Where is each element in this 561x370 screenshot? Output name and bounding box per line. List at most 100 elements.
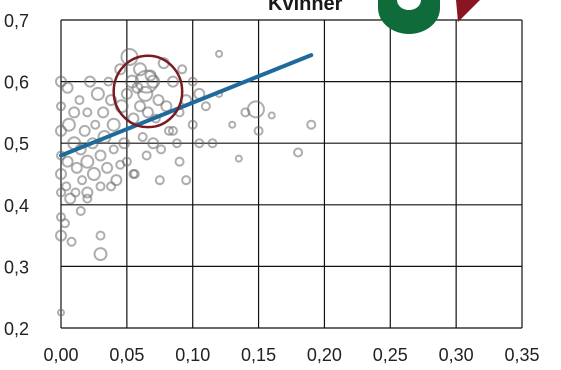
data-point (61, 117, 76, 132)
data-point (74, 95, 85, 106)
data-point (253, 125, 264, 136)
data-point (56, 187, 66, 198)
data-point (234, 154, 243, 163)
data-point (55, 75, 67, 88)
data-point (101, 161, 114, 174)
data-points (55, 47, 317, 317)
data-point (200, 101, 211, 112)
data-point (103, 76, 114, 87)
data-point (187, 76, 198, 87)
data-point (181, 175, 192, 186)
data-point (78, 124, 91, 137)
data-point (141, 150, 152, 161)
data-point (97, 106, 110, 119)
highlight-circle (112, 54, 184, 129)
data-point (306, 119, 317, 130)
trend-line (59, 53, 314, 158)
data-point (246, 100, 265, 119)
data-point (64, 192, 77, 205)
data-point (114, 63, 127, 76)
data-point (86, 167, 101, 181)
data-point (134, 100, 147, 113)
x-tick-label: 0,25 (373, 345, 408, 365)
data-point (134, 69, 159, 94)
y-axis-ticks: 0,2 0,3 0,4 0,5 0,6 0,7 (4, 11, 29, 339)
data-point (174, 156, 185, 167)
data-point (128, 169, 139, 179)
data-point (106, 181, 117, 192)
data-point (164, 125, 175, 136)
data-point (57, 308, 65, 317)
x-tick-label: 0,35 (504, 345, 539, 365)
data-point (55, 168, 67, 180)
data-point (55, 229, 67, 242)
y-tick-label: 0,7 (4, 11, 29, 31)
data-point (167, 125, 178, 136)
data-point (108, 144, 119, 155)
data-point (82, 107, 93, 118)
x-tick-label: 0,05 (109, 345, 144, 365)
x-tick-label: 0,30 (439, 345, 474, 365)
data-point (118, 137, 131, 150)
data-point (77, 175, 88, 186)
data-point (115, 159, 126, 170)
data-point (120, 87, 133, 100)
x-tick-label: 0,00 (43, 345, 78, 365)
data-point (105, 94, 118, 107)
data-point (82, 193, 93, 204)
data-point (75, 205, 86, 216)
y-tick-label: 0,2 (4, 319, 29, 339)
y-tick-label: 0,3 (4, 257, 29, 277)
data-point (90, 86, 105, 101)
data-point (154, 175, 165, 186)
data-point (70, 161, 83, 174)
x-tick-label: 0,20 (307, 345, 342, 365)
brand-logo-icon (378, 0, 480, 34)
data-point (61, 155, 74, 168)
x-tick-label: 0,15 (241, 345, 276, 365)
data-point (68, 106, 81, 119)
data-point (95, 181, 106, 192)
data-point (80, 154, 95, 169)
chart-title: Kvinner (268, 0, 343, 15)
data-point (228, 120, 237, 129)
data-point (61, 181, 72, 192)
data-point (61, 81, 74, 94)
data-point (207, 138, 218, 149)
data-point (156, 144, 167, 155)
data-point (110, 174, 123, 187)
data-point (194, 138, 205, 149)
x-tick-label: 0,10 (175, 345, 210, 365)
grid-lines (60, 19, 523, 329)
y-tick-label: 0,5 (4, 134, 29, 154)
data-point (146, 74, 161, 89)
data-point (166, 75, 179, 88)
data-point (152, 94, 165, 107)
data-point (187, 119, 198, 130)
data-point (171, 138, 182, 149)
data-point (95, 230, 106, 241)
data-point (141, 106, 154, 119)
y-tick-label: 0,6 (4, 73, 29, 93)
data-point (56, 101, 66, 112)
data-point (93, 247, 108, 262)
x-axis-ticks: 0,00 0,05 0,10 0,15 0,20 0,25 0,30 0,35 (43, 345, 539, 365)
data-point (83, 75, 96, 88)
data-point (106, 117, 121, 132)
data-point (177, 64, 188, 75)
trend-line-group (59, 53, 314, 158)
data-point (147, 137, 160, 150)
data-point (94, 149, 107, 162)
data-point (137, 85, 154, 102)
y-tick-label: 0,4 (4, 196, 29, 216)
data-point (90, 119, 101, 130)
data-point (293, 147, 304, 158)
highlight-group (112, 54, 184, 129)
data-point (133, 62, 148, 77)
data-point (215, 49, 224, 58)
data-point (59, 218, 70, 229)
data-point (137, 132, 148, 143)
data-point (66, 236, 77, 247)
data-point (81, 186, 94, 199)
